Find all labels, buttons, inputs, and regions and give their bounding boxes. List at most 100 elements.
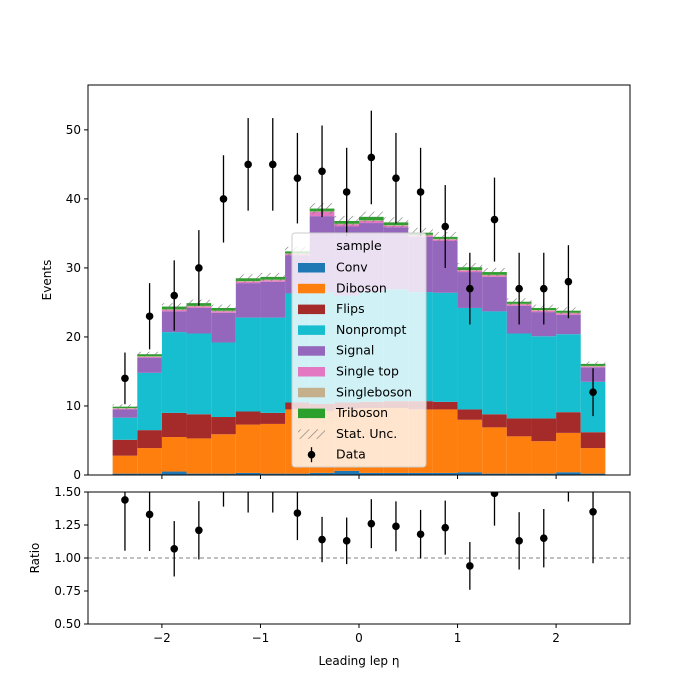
bar-flips [432, 401, 458, 410]
bar-nonprompt [432, 292, 458, 402]
bar-signal [260, 281, 286, 318]
ratio-point [244, 478, 252, 486]
ratio-ylabel: Ratio [28, 543, 42, 574]
bar-diboson [432, 409, 458, 473]
data-point [367, 153, 376, 162]
ratio-ytick-label: 0.75 [54, 584, 81, 598]
ratio-point [392, 522, 400, 531]
bar-nonprompt [161, 332, 187, 413]
ratio-xtick-label: 2 [552, 631, 560, 645]
main-ytick-label: 0 [73, 468, 81, 482]
bar-flips [482, 414, 507, 428]
bar-flips [161, 412, 187, 438]
ratio-xtick-label: −2 [153, 631, 171, 645]
stat-unc-band [260, 272, 286, 281]
bar-diboson [260, 423, 286, 474]
data-point [490, 215, 499, 224]
legend-swatch-single-top [298, 367, 325, 377]
bar-nonprompt [211, 342, 236, 418]
stat-unc-band [235, 274, 261, 283]
main-ytick-label: 40 [66, 192, 81, 206]
bar-diboson [137, 448, 162, 474]
legend-label: Nonprompt [336, 322, 406, 337]
legend-label: Triboson [335, 405, 388, 420]
ratio-point [367, 519, 376, 528]
main-ytick-label: 30 [66, 261, 81, 275]
bar-flips [506, 418, 532, 437]
bar-diboson [112, 455, 138, 474]
ratio-point [195, 526, 203, 535]
legend-title: sample [336, 238, 382, 253]
stat-unc-band [580, 361, 606, 367]
data-point [564, 277, 573, 286]
bar-conv [137, 473, 162, 475]
bar-nonprompt [235, 317, 261, 412]
data-point [219, 195, 228, 203]
bar-signal [112, 409, 138, 418]
stat-unc-band [137, 351, 162, 357]
bar-single-top [137, 356, 162, 358]
stat-unc-band [211, 304, 236, 312]
legend-label: Signal [336, 343, 374, 358]
bar-flips [556, 412, 581, 433]
bar-conv [285, 473, 310, 475]
legend-swatch-signal [298, 346, 325, 356]
bar-flips [211, 417, 236, 435]
bar-signal [186, 307, 212, 334]
bar-conv [211, 473, 236, 475]
bar-conv [383, 472, 409, 475]
bar-nonprompt [186, 333, 212, 415]
bar-conv [112, 473, 138, 475]
bar-conv [432, 472, 458, 475]
ratio-point [416, 530, 425, 539]
bar-flips [137, 430, 162, 449]
legend-label: Data [336, 447, 366, 462]
bar-diboson [457, 419, 483, 473]
data-point [392, 174, 400, 182]
bar-nonprompt [506, 333, 532, 419]
bar-nonprompt [556, 334, 581, 413]
data-point [244, 160, 252, 169]
bar-conv [309, 472, 335, 475]
ratio-point [170, 544, 179, 553]
ratio-point [269, 478, 277, 486]
bar-flips [235, 411, 261, 425]
data-point [466, 284, 474, 293]
stat-unc-band [482, 268, 507, 277]
bar-conv [260, 473, 286, 475]
data-point [515, 284, 523, 293]
data-point [170, 291, 179, 300]
data-point [121, 374, 129, 383]
ratio-point [342, 537, 351, 545]
bar-diboson [482, 427, 507, 474]
bar-diboson [235, 424, 261, 473]
stat-unc-band [112, 404, 138, 410]
bar-single-top [359, 220, 384, 224]
ratio-point [441, 523, 450, 532]
bar-conv [556, 472, 581, 475]
legend-label: Flips [336, 301, 365, 316]
bar-diboson [211, 434, 236, 474]
data-point [441, 222, 450, 231]
legend-label: Conv [336, 260, 368, 275]
bar-flips [112, 439, 138, 456]
ratio-ytick-label: 1.50 [54, 485, 81, 499]
bar-single-top [186, 306, 212, 308]
bar-single-top [211, 311, 236, 313]
ratio-ytick-label: 1.00 [54, 551, 81, 565]
main-ytick-label: 10 [66, 399, 81, 413]
bar-flips [186, 414, 212, 439]
bar-conv [161, 471, 187, 475]
data-point [416, 188, 425, 196]
legend-label: Singleboson [336, 384, 412, 399]
bar-conv [531, 473, 557, 475]
ratio-point [515, 537, 523, 545]
legend-label: Diboson [336, 280, 387, 295]
legend-label: Single top [336, 364, 399, 379]
bar-nonprompt [457, 307, 483, 410]
legend-box [291, 232, 427, 468]
bar-flips [457, 409, 483, 420]
ratio-point [121, 496, 129, 504]
